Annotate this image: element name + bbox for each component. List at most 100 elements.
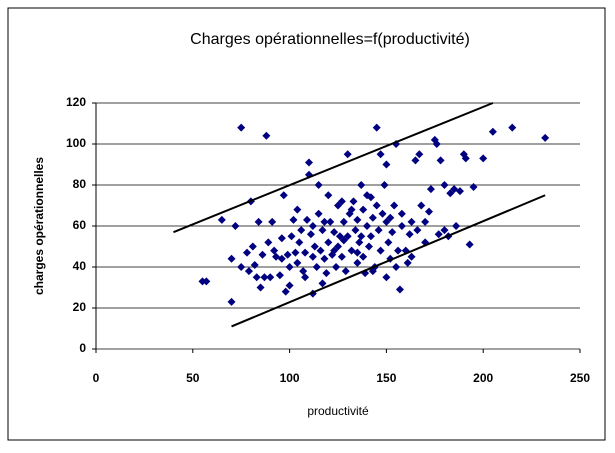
point: [378, 209, 387, 218]
point: [285, 281, 294, 290]
point: [252, 273, 261, 282]
point: [353, 215, 362, 224]
point: [324, 191, 333, 200]
point: [364, 242, 373, 251]
y-tick-label: 60: [73, 218, 87, 232]
point: [285, 263, 294, 271]
point: [424, 207, 433, 216]
point: [314, 181, 323, 189]
point: [347, 205, 356, 214]
point: [291, 248, 300, 257]
x-tick-label: 100: [280, 371, 300, 385]
point: [432, 140, 441, 148]
point: [403, 258, 412, 267]
point: [357, 232, 366, 241]
y-tick-label: 100: [66, 136, 86, 150]
chart-frame: [7, 7, 606, 441]
point: [304, 158, 313, 167]
point: [316, 246, 325, 255]
point: [479, 154, 488, 163]
point: [310, 242, 319, 251]
point: [202, 277, 211, 286]
x-axis-label: productivité: [307, 404, 369, 418]
point: [376, 246, 385, 255]
point: [359, 252, 368, 261]
point: [237, 123, 246, 132]
y-axis-label: charges opérationnelles: [32, 157, 46, 295]
point: [380, 181, 389, 189]
point: [397, 209, 406, 218]
point: [465, 240, 474, 249]
point: [392, 263, 401, 271]
point: [314, 209, 323, 218]
point: [270, 246, 279, 255]
point: [407, 252, 416, 261]
point: [421, 217, 430, 226]
point: [227, 297, 236, 306]
point: [382, 160, 391, 169]
point: [266, 273, 275, 282]
point: [359, 205, 368, 214]
point: [326, 217, 335, 226]
point: [355, 238, 364, 247]
point: [318, 279, 327, 288]
point: [366, 232, 375, 241]
x-tick-label: 200: [473, 371, 493, 385]
point: [337, 197, 346, 206]
point: [376, 150, 385, 159]
point: [260, 273, 269, 282]
point: [227, 254, 236, 263]
point: [541, 133, 550, 142]
point: [275, 271, 284, 280]
x-tick-label: 150: [376, 371, 396, 385]
y-tick-label: 20: [73, 300, 87, 314]
point: [337, 252, 346, 261]
point: [440, 226, 449, 235]
point: [417, 201, 426, 210]
point: [353, 248, 362, 257]
point: [349, 197, 358, 206]
point: [262, 131, 271, 140]
point: [258, 250, 267, 259]
point: [281, 287, 290, 296]
point: [289, 215, 298, 224]
point: [248, 242, 257, 251]
point: [217, 215, 226, 224]
point: [508, 123, 517, 132]
point: [452, 222, 461, 230]
point: [395, 285, 404, 294]
point: [397, 222, 406, 230]
point: [308, 252, 317, 261]
point: [440, 181, 449, 189]
point: [308, 222, 317, 230]
point: [372, 201, 381, 210]
point: [405, 230, 414, 239]
point: [268, 217, 277, 226]
point: [324, 238, 333, 247]
point: [277, 254, 286, 263]
point: [231, 222, 240, 230]
point: [436, 156, 445, 165]
point: [339, 217, 348, 226]
point: [374, 226, 383, 235]
point: [386, 213, 395, 222]
point: [303, 215, 312, 224]
point: [488, 127, 497, 136]
point: [256, 283, 265, 292]
envelope-line: [231, 194, 546, 328]
point: [297, 226, 306, 235]
point: [283, 250, 292, 259]
point: [301, 248, 310, 257]
point: [237, 263, 246, 271]
point: [330, 246, 339, 255]
envelope-line: [173, 102, 494, 234]
point: [394, 246, 403, 255]
point: [243, 248, 252, 257]
point: [277, 234, 286, 243]
point: [353, 258, 362, 267]
point: [250, 260, 259, 269]
point: [384, 238, 393, 247]
point: [254, 217, 263, 226]
point: [320, 254, 329, 263]
